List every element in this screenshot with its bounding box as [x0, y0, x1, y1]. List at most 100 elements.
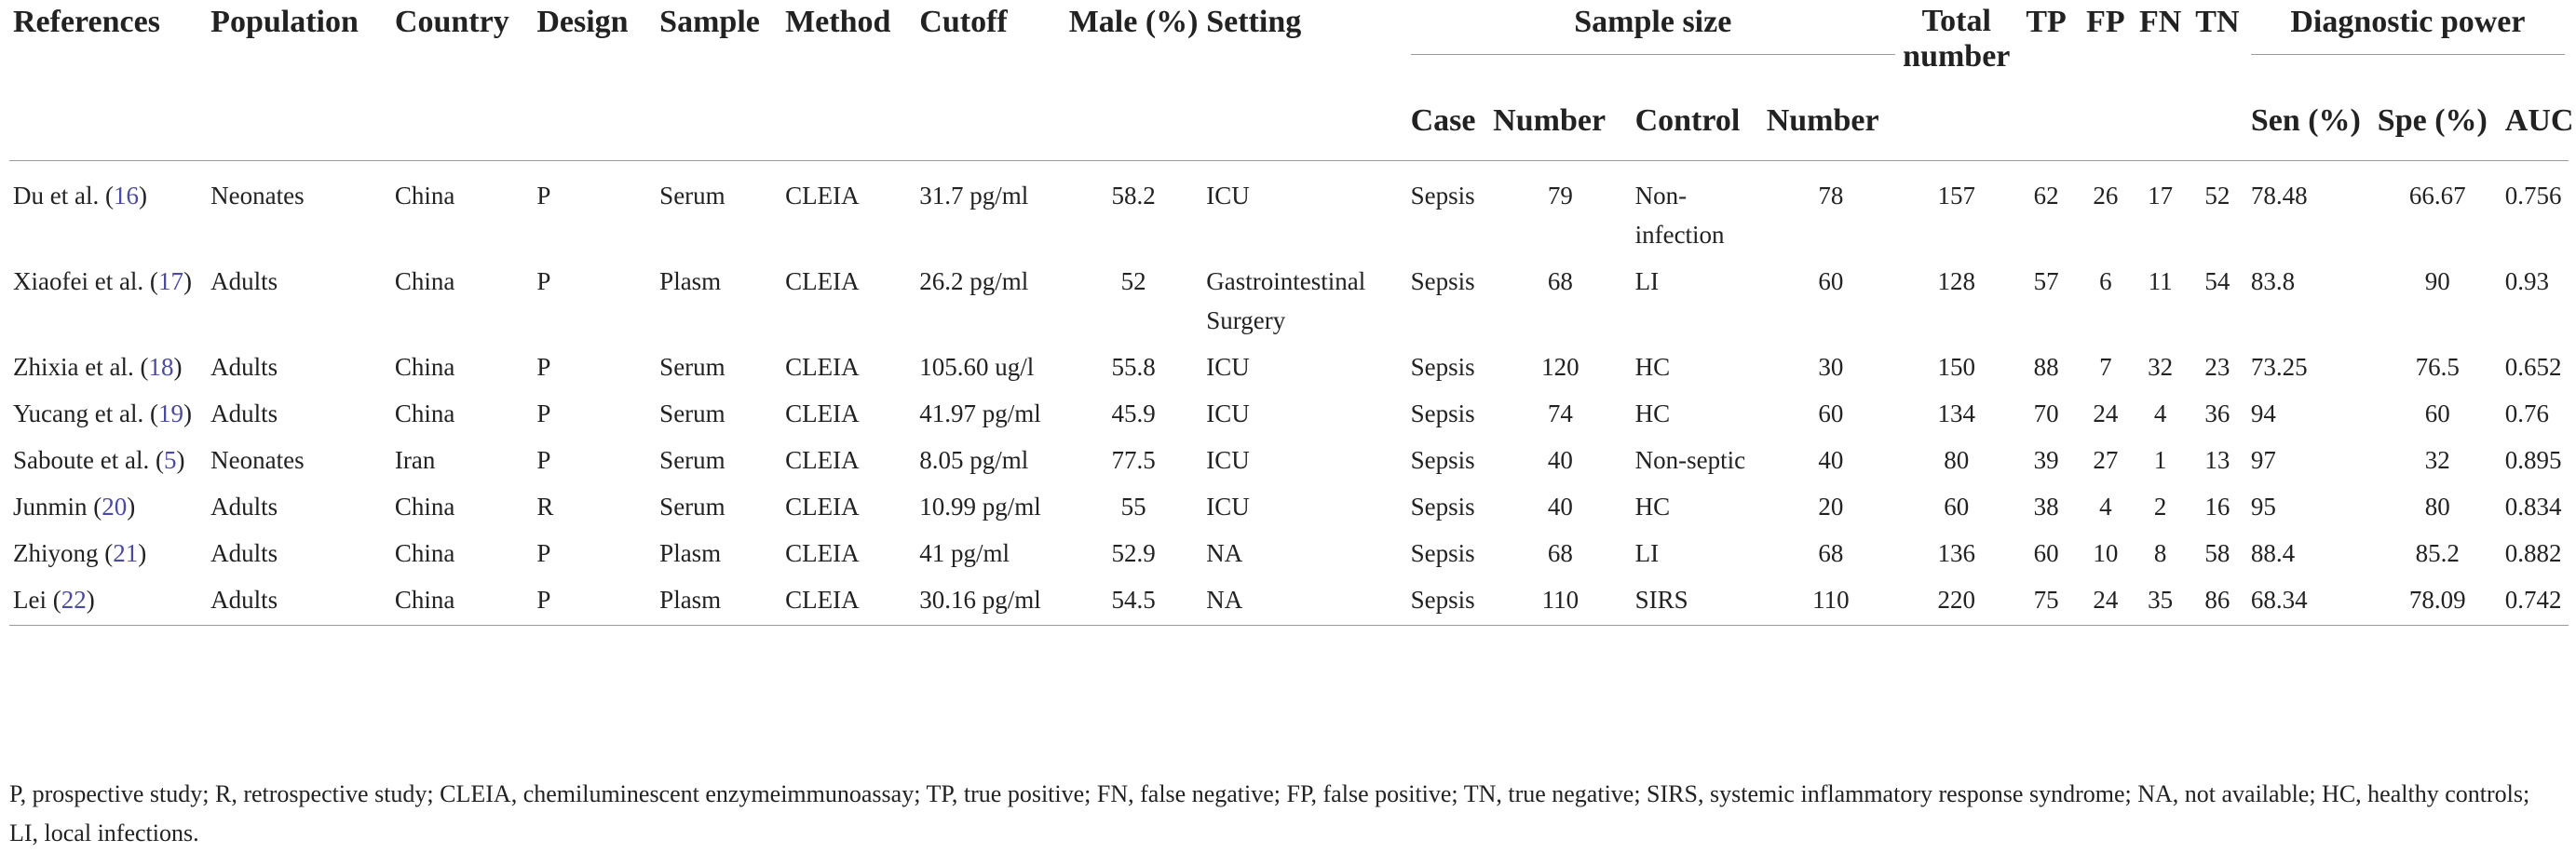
- cell-tp: 88: [2033, 353, 2059, 381]
- cell-reference: Saboute et al. (5): [9, 440, 207, 487]
- header-population: Population: [210, 5, 359, 39]
- reference-link[interactable]: 22: [61, 586, 87, 614]
- reference-link[interactable]: 5: [163, 446, 177, 474]
- cell-sen: 88.4: [2250, 539, 2296, 567]
- cell-cutoff: 31.7 pg/ml: [919, 182, 1029, 210]
- cell-fn: 2: [2153, 493, 2167, 521]
- cell-case-n: 120: [1541, 353, 1579, 381]
- header-tp: TP: [2026, 5, 2067, 39]
- header-tn: TN: [2195, 5, 2240, 39]
- cell-population: Neonates: [210, 182, 305, 210]
- cell-tp: 39: [2033, 446, 2059, 474]
- cell-auc: 0.93: [2504, 267, 2550, 295]
- reference-author: Junmin (: [13, 493, 102, 521]
- cell-spe: 32: [2424, 446, 2450, 474]
- reference-author: Yucang et al. (: [13, 399, 158, 427]
- cell-case: Sepsis: [1410, 493, 1475, 521]
- cell-sample: Serum: [659, 182, 725, 210]
- header-case: Case: [1410, 103, 1476, 138]
- header-fn: FN: [2138, 5, 2182, 39]
- cell-design: P: [536, 446, 551, 474]
- cell-tn: 58: [2204, 539, 2230, 567]
- cell-tp: 62: [2033, 182, 2059, 210]
- cell-control-n: 40: [1818, 446, 1844, 474]
- cell-case-n: 40: [1547, 493, 1573, 521]
- cell-sen: 83.8: [2250, 267, 2296, 295]
- cell-tp: 60: [2033, 539, 2059, 567]
- cell-fp: 10: [2093, 539, 2119, 567]
- header-sample-size: Sample size: [1574, 5, 1732, 39]
- cell-fp: 24: [2093, 399, 2119, 427]
- reference-link[interactable]: 17: [157, 267, 183, 295]
- cell-population: Adults: [210, 539, 278, 567]
- header-sample: Sample: [659, 5, 760, 39]
- cell-auc: 0.834: [2504, 493, 2562, 521]
- cell-fn: 1: [2153, 446, 2167, 474]
- cell-population: Adults: [210, 267, 278, 295]
- cell-fn: 32: [2148, 353, 2174, 381]
- cell-case: Sepsis: [1410, 539, 1475, 567]
- reference-close: ): [138, 539, 147, 567]
- cell-spe: 78.09: [2408, 586, 2466, 614]
- cell-spe: 80: [2424, 493, 2450, 521]
- reference-close: ): [138, 182, 147, 210]
- cell-method: CLEIA: [785, 493, 860, 521]
- cell-control: SIRS: [1634, 586, 1688, 614]
- cell-total: 128: [1937, 267, 1976, 295]
- table-body: Du et al. (16) Neonates China P Serum CLEIA 31…: [9, 161, 2569, 626]
- cell-male: 52: [1120, 267, 1146, 295]
- cell-method: CLEIA: [785, 182, 860, 210]
- cell-method: CLEIA: [785, 353, 860, 381]
- cell-control: HC: [1634, 399, 1671, 427]
- cell-country: China: [394, 267, 455, 295]
- reference-link[interactable]: 16: [113, 182, 139, 210]
- cell-population: Adults: [210, 353, 278, 381]
- cell-control-n: 110: [1812, 586, 1850, 614]
- cell-tn: 52: [2204, 182, 2230, 210]
- cell-setting: NA: [1206, 586, 1243, 614]
- cell-control-n: 68: [1818, 539, 1844, 567]
- reference-link[interactable]: 21: [113, 539, 139, 567]
- cell-sample: Serum: [659, 399, 725, 427]
- reference-link[interactable]: 18: [148, 353, 174, 381]
- cell-control: LI: [1634, 267, 1660, 295]
- cell-male: 52.9: [1111, 539, 1156, 567]
- cell-control-n: 30: [1818, 353, 1844, 381]
- cell-fn: 17: [2148, 182, 2174, 210]
- header-control-number: Number: [1766, 103, 1879, 138]
- reference-link[interactable]: 19: [157, 399, 183, 427]
- cell-case-n: 74: [1547, 399, 1573, 427]
- table-row: Xiaofei et al. (17) Adults China P Plasm CLEI…: [9, 262, 2569, 347]
- cell-setting: ICU: [1206, 493, 1250, 521]
- cell-setting: ICU: [1206, 182, 1250, 210]
- reference-link[interactable]: 20: [102, 493, 128, 521]
- cell-control-n: 60: [1818, 267, 1844, 295]
- cell-method: CLEIA: [785, 446, 860, 474]
- cell-country: China: [394, 493, 455, 521]
- cell-fp: 4: [2099, 493, 2112, 521]
- cell-control: Non-infection: [1634, 182, 1725, 249]
- cell-country: Iran: [394, 446, 436, 474]
- reference-close: ): [173, 353, 183, 381]
- cell-country: China: [394, 353, 455, 381]
- cell-method: CLEIA: [785, 399, 860, 427]
- table-row: Zhixia et al. (18) Adults China P Serum CLEIA…: [9, 347, 2569, 394]
- cell-design: R: [536, 493, 554, 521]
- cell-cutoff: 8.05 pg/ml: [919, 446, 1029, 474]
- cell-reference: Zhixia et al. (18): [9, 347, 207, 394]
- reference-author: Zhiyong (: [13, 539, 114, 567]
- cell-male: 55: [1120, 493, 1146, 521]
- cell-sen: 68.34: [2250, 586, 2308, 614]
- cell-auc: 0.756: [2504, 182, 2562, 210]
- reference-close: ): [183, 399, 192, 427]
- cell-design: P: [536, 586, 551, 614]
- reference-close: ): [183, 267, 192, 295]
- cell-total: 80: [1944, 446, 1970, 474]
- cell-fp: 24: [2093, 586, 2119, 614]
- cell-auc: 0.742: [2504, 586, 2562, 614]
- cell-male: 45.9: [1111, 399, 1156, 427]
- cell-fn: 35: [2148, 586, 2174, 614]
- cell-total: 60: [1944, 493, 1970, 521]
- cell-fp: 27: [2093, 446, 2119, 474]
